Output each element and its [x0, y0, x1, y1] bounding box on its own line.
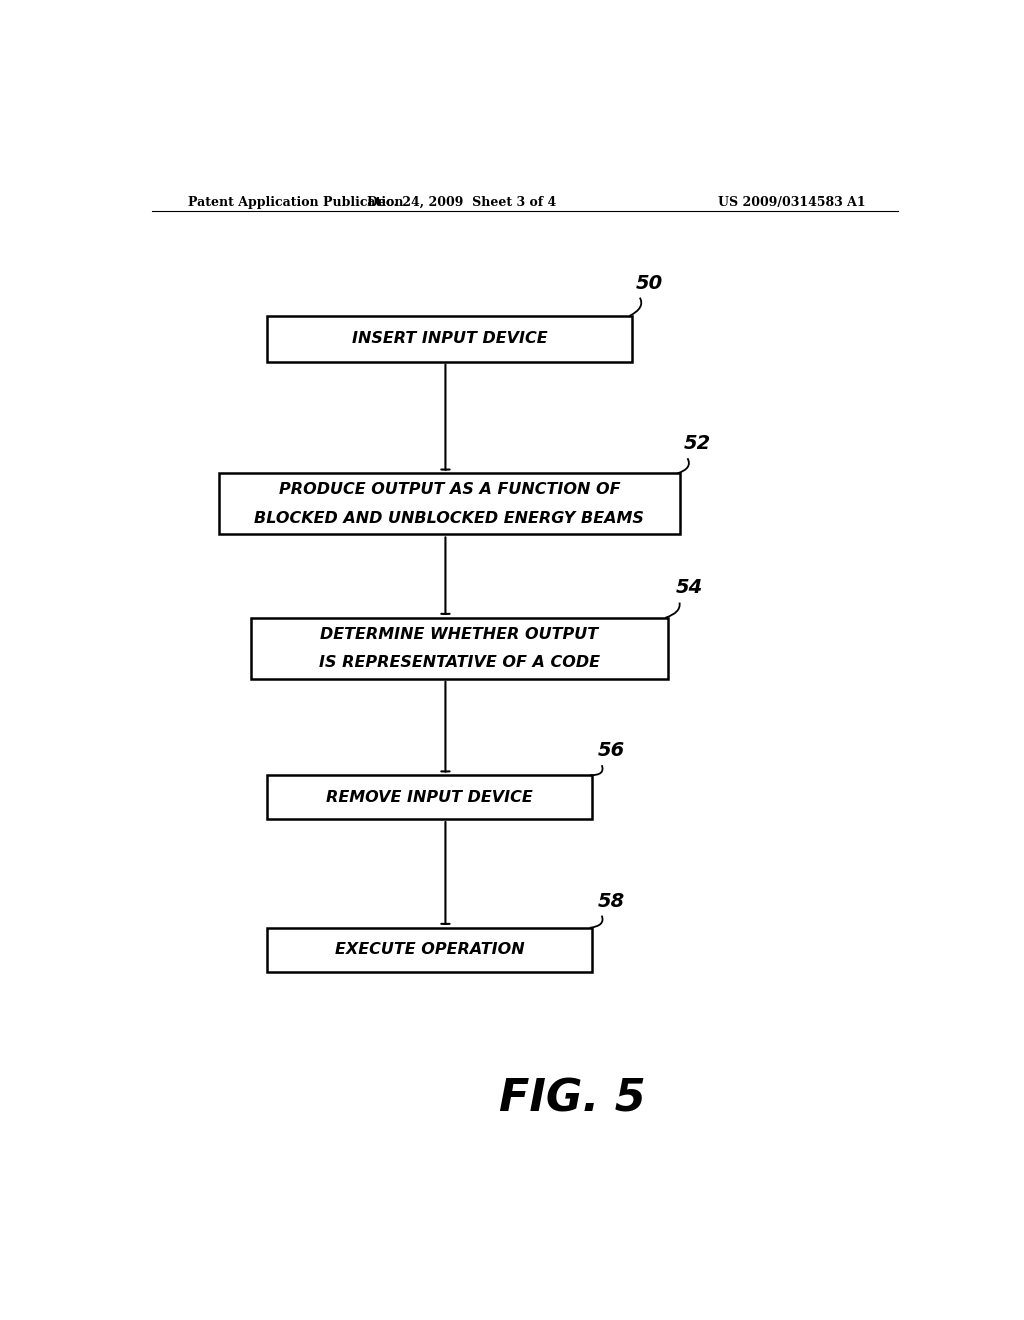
Text: 58: 58: [598, 891, 625, 911]
Text: FIG. 5: FIG. 5: [499, 1077, 646, 1121]
Bar: [267, 928, 592, 972]
Bar: [267, 315, 632, 362]
Text: PRODUCE OUTPUT AS A FUNCTION OF: PRODUCE OUTPUT AS A FUNCTION OF: [279, 482, 621, 498]
Text: BLOCKED AND UNBLOCKED ENERGY BEAMS: BLOCKED AND UNBLOCKED ENERGY BEAMS: [255, 511, 644, 525]
Text: Dec. 24, 2009  Sheet 3 of 4: Dec. 24, 2009 Sheet 3 of 4: [367, 195, 556, 209]
Text: IS REPRESENTATIVE OF A CODE: IS REPRESENTATIVE OF A CODE: [318, 655, 600, 671]
Text: REMOVE INPUT DEVICE: REMOVE INPUT DEVICE: [327, 789, 532, 805]
Text: 54: 54: [676, 578, 702, 598]
Text: Patent Application Publication: Patent Application Publication: [187, 195, 403, 209]
Text: DETERMINE WHETHER OUTPUT: DETERMINE WHETHER OUTPUT: [321, 627, 598, 642]
Bar: [219, 474, 680, 535]
Text: 50: 50: [636, 273, 664, 293]
Bar: [251, 618, 668, 678]
Text: EXECUTE OPERATION: EXECUTE OPERATION: [335, 942, 524, 957]
Text: INSERT INPUT DEVICE: INSERT INPUT DEVICE: [351, 331, 547, 346]
Bar: [267, 775, 592, 818]
Text: 56: 56: [598, 741, 625, 760]
Text: US 2009/0314583 A1: US 2009/0314583 A1: [719, 195, 866, 209]
Text: 52: 52: [684, 434, 711, 453]
